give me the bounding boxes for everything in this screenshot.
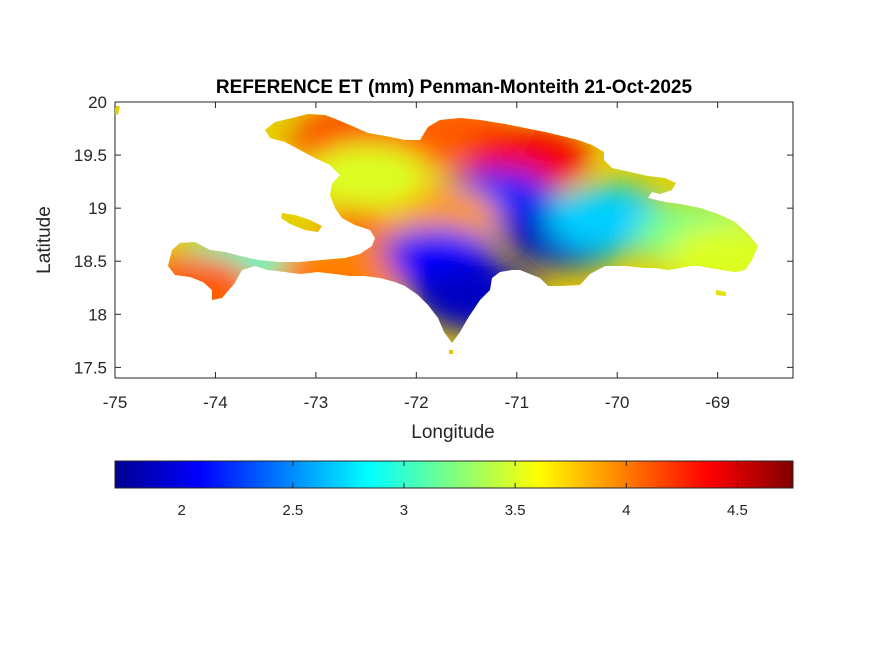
x-tick-label: -73: [304, 393, 329, 412]
y-tick-label: 18.5: [74, 252, 107, 271]
colorbar-tick-label: 4: [622, 502, 630, 519]
y-tick-label: 19: [88, 199, 107, 218]
x-tick-label: -70: [605, 393, 630, 412]
y-axis-label: Latitude: [34, 206, 55, 274]
x-tick-label: -74: [203, 393, 228, 412]
x-axis: -75 -74 -73 -72 -71 -70 -69: [103, 102, 730, 412]
et-region-15: [304, 142, 429, 211]
x-tick-label: -72: [404, 393, 429, 412]
y-tick-label: 20: [88, 93, 107, 112]
y-tick-label: 18: [88, 305, 107, 324]
colorbar-tick-label: 2: [178, 502, 186, 519]
colorbar-ticks: 2 2.5 3 3.5 4 4.5: [178, 461, 748, 519]
y-tick-label: 19.5: [74, 146, 107, 165]
y-tick-label: 17.5: [74, 358, 107, 377]
x-tick-label: -75: [103, 393, 128, 412]
colorbar-tick-label: 2.5: [282, 502, 303, 519]
y-axis: 20 19.5 19 18.5 18 17.5: [74, 93, 793, 377]
x-tick-label: -69: [705, 393, 730, 412]
colorbar: [114, 460, 794, 489]
x-tick-label: -71: [504, 393, 529, 412]
x-axis-label: Longitude: [411, 422, 494, 443]
colorbar-tick-label: 4.5: [727, 502, 748, 519]
colorbar-tick-label: 3.5: [505, 502, 526, 519]
colorbar-tick-label: 3: [400, 502, 408, 519]
chart-title: REFERENCE ET (mm) Penman-Monteith 21-Oct…: [216, 77, 693, 98]
